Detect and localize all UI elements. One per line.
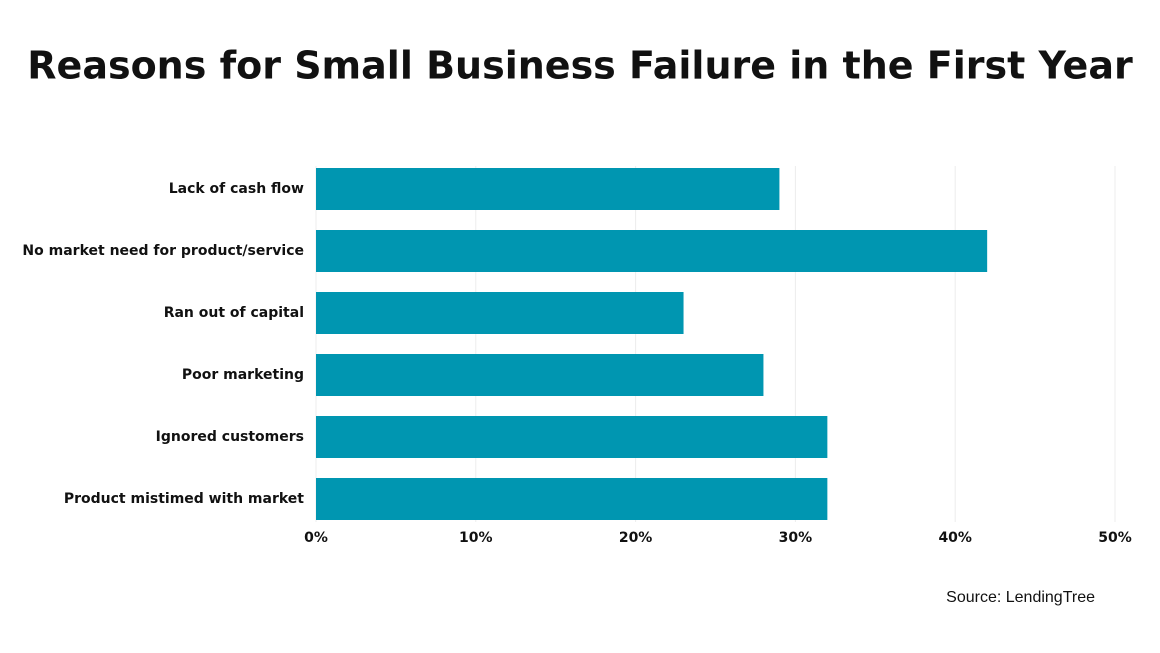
y-tick-label: Poor marketing <box>182 367 304 383</box>
y-tick-label: No market need for product/service <box>22 243 304 259</box>
bar <box>316 292 684 334</box>
bar <box>316 478 828 520</box>
x-tick-label: 20% <box>619 530 653 546</box>
bar <box>316 168 780 210</box>
chart-title: Reasons for Small Business Failure in th… <box>27 44 1133 88</box>
y-tick-label: Ran out of capital <box>164 305 304 321</box>
y-tick-label: Lack of cash flow <box>169 181 304 197</box>
y-tick-label: Product mistimed with market <box>64 491 304 507</box>
x-tick-label: 40% <box>938 530 972 546</box>
x-tick-label: 30% <box>779 530 813 546</box>
x-tick-label: 0% <box>304 530 328 546</box>
bar <box>316 416 828 458</box>
x-tick-label: 50% <box>1098 530 1132 546</box>
y-tick-label: Ignored customers <box>156 429 304 445</box>
bar <box>316 354 764 396</box>
x-tick-label: 10% <box>459 530 493 546</box>
source-note: Source: LendingTree <box>946 589 1095 606</box>
bar <box>316 230 988 272</box>
